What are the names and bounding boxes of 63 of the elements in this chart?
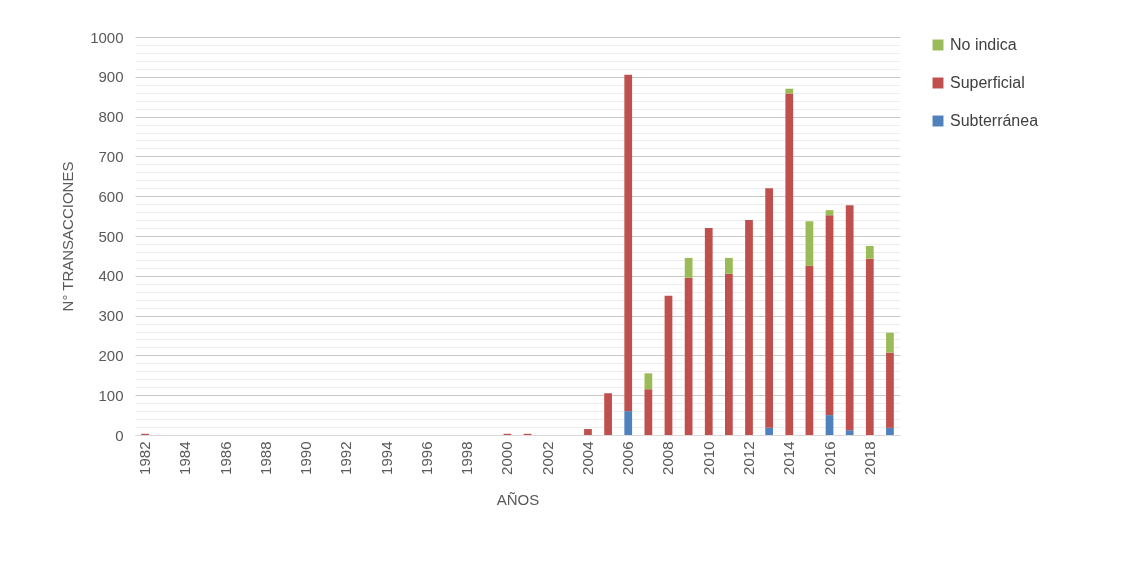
x-tick-label: 2016 [820,441,838,475]
bar [765,188,774,428]
x-tick-label: 2010 [699,441,717,475]
bar [584,429,592,435]
bar [886,427,894,435]
bar [865,245,874,259]
bar [684,277,693,435]
bar [785,93,794,435]
x-tick-label: 1984 [176,441,194,475]
bar [684,257,693,278]
bar [604,393,612,435]
y-tick-label: 400 [98,267,124,285]
y-tick-label: 100 [98,386,124,404]
bar [765,427,774,435]
x-tick-label: 2014 [780,441,798,475]
bar [845,430,854,435]
bar [624,411,633,435]
x-axis-title: AÑOS [496,490,540,508]
bar [865,258,874,435]
bar [785,88,794,94]
x-tick-label: 1988 [256,441,274,475]
y-tick-label: 200 [98,346,124,364]
legend-label: Superficial [950,74,1025,91]
x-tick-label: 1994 [377,441,395,475]
y-axis-title: N° TRANSACCIONES [59,161,77,312]
bar [704,228,713,435]
bar [805,265,814,435]
bar [805,221,814,266]
x-tick-label: 1982 [136,441,154,475]
x-tick-label: 2018 [860,441,878,475]
x-tick-label: 2008 [659,441,677,475]
legend-label: Subterránea [950,112,1039,129]
x-tick-label: 2004 [578,441,596,475]
y-tick-label: 1000 [90,28,124,46]
bar [825,215,834,416]
bar [725,273,733,435]
x-tick-label: 2012 [740,441,758,475]
x-tick-label: 1998 [458,441,476,475]
bar [825,415,834,435]
x-tick-label: 1996 [417,441,435,475]
y-tick-label: 0 [115,426,124,444]
x-tick-label: 2002 [538,441,556,475]
bar [886,332,894,353]
legend-label: No indica [950,36,1017,53]
bar [725,257,733,274]
bar [845,205,854,431]
x-tick-label: 2000 [498,441,516,475]
y-tick-label: 600 [98,187,124,205]
y-tick-label: 500 [98,227,124,245]
x-tick-label: 1986 [216,441,234,475]
bar [644,389,653,435]
x-tick-label: 1990 [297,441,315,475]
y-tick-label: 900 [98,68,124,86]
x-tick-label: 2006 [619,441,637,475]
bar [644,373,653,390]
y-tick-label: 700 [98,147,124,165]
x-tick-label: 1992 [337,441,355,475]
bar [745,220,753,435]
bar [886,352,894,428]
y-tick-label: 300 [98,307,124,325]
bar [624,74,633,412]
bar [664,295,673,435]
y-tick-label: 800 [98,108,124,126]
